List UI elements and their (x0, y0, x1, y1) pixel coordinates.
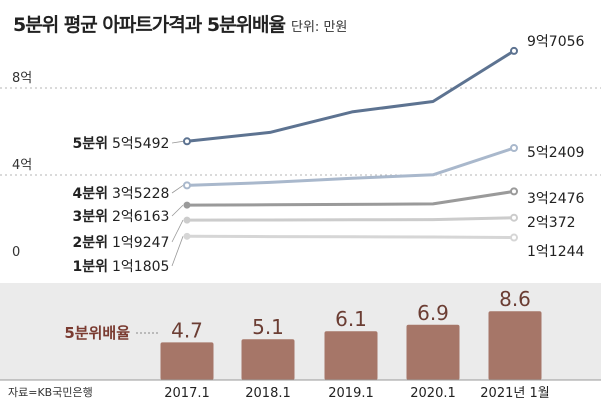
series-name-label: 5분위 (72, 136, 108, 152)
title-text: 5분위 평균 아파트가격과 5분위배율 (13, 14, 286, 36)
series-line (186, 49, 515, 143)
ratio-bar (160, 342, 214, 380)
series-end-value: 3억2476 (527, 191, 585, 207)
source-note: 자료=KB국민은행 (8, 386, 93, 399)
series-end-point (510, 46, 518, 55)
x-tick-label: 2019.1 (328, 386, 374, 401)
x-tick-label: 2020.1 (410, 386, 456, 401)
series-end-value: 5억2409 (527, 145, 584, 161)
ratio-series-label: 5분위배율 (64, 324, 130, 342)
chart-title: 5분위 평균 아파트가격과 5분위배율 단위: 만원 (13, 10, 347, 37)
y-tick-label: 8억 (12, 71, 32, 86)
series-line (186, 216, 515, 222)
series-end-value: 1억1244 (527, 244, 585, 260)
series-end-point (510, 144, 518, 153)
series-end-value: 2억372 (527, 215, 576, 231)
series-end-point (510, 187, 518, 196)
series-start-point (183, 137, 191, 146)
x-tick-label: 2018.1 (245, 386, 291, 401)
x-tick-label: 2017.1 (164, 386, 210, 401)
bar-value-label: 6.1 (335, 307, 367, 331)
leader-line (171, 204, 184, 217)
ratio-bar (241, 339, 295, 380)
series-end-point (510, 233, 518, 242)
series-end-point (510, 213, 518, 222)
series-start-point (183, 216, 191, 224)
y-tick-label: 0 (12, 245, 20, 260)
series-name-label: 2분위 (72, 235, 108, 251)
ratio-bar (406, 324, 460, 380)
leader-line (171, 185, 184, 194)
series-start-point (183, 181, 191, 190)
series-start-value: 2억6163 (112, 209, 169, 225)
series-line (186, 189, 515, 207)
y-tick-label: 4억 (12, 158, 32, 173)
bar-value-label: 5.1 (252, 315, 284, 339)
leader-line (171, 236, 184, 267)
series-start-value: 5억5492 (112, 136, 169, 152)
series-name-label: 1분위 (72, 259, 108, 275)
series-start-value: 1억9247 (112, 235, 169, 251)
bar-value-label: 6.9 (417, 301, 449, 325)
x-tick-label: 2021년 1월 (480, 386, 549, 401)
series-line (186, 234, 515, 239)
series-end-value: 9억7056 (527, 34, 585, 50)
ratio-bar (488, 311, 542, 380)
series-start-value: 1억1805 (112, 259, 169, 275)
series-start-point (183, 232, 191, 240)
bar-value-label: 8.6 (499, 287, 531, 311)
series-start-value: 3억5228 (112, 186, 169, 202)
series-name-label: 4분위 (72, 186, 108, 202)
series-name-label: 3분위 (72, 209, 108, 225)
bar-value-label: 4.7 (171, 318, 203, 342)
ratio-bar (324, 331, 378, 380)
leader-line (171, 219, 184, 243)
series-line (186, 146, 515, 187)
series-start-point (183, 201, 191, 209)
unit-label: 단위: 만원 (291, 20, 348, 35)
leader-line (171, 140, 184, 144)
